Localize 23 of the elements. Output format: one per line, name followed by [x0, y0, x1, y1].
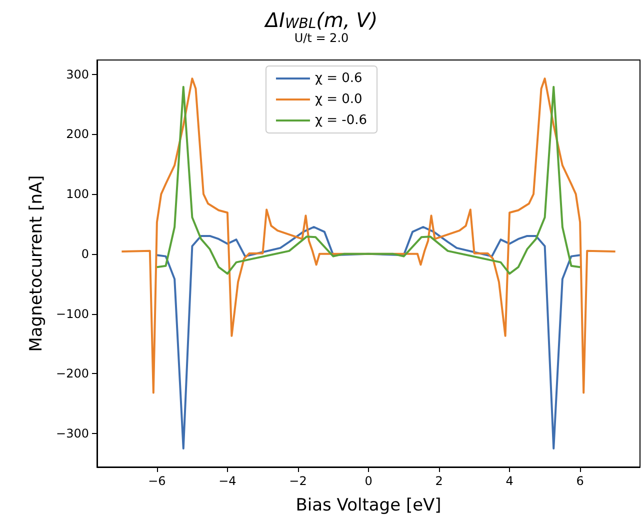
- x-tick-label: −6: [148, 474, 166, 488]
- legend-label: χ = -0.6: [314, 113, 368, 128]
- y-tick-label: −100: [56, 306, 89, 321]
- x-tick-label: 4: [506, 474, 514, 488]
- x-axis-title: Bias Voltage [eV]: [296, 496, 442, 516]
- x-tick-label: 6: [576, 474, 584, 488]
- legend-label: χ = 0.6: [314, 71, 362, 86]
- line-series: [156, 86, 582, 275]
- y-tick-label: 200: [66, 127, 89, 142]
- x-tick-label: 2: [435, 474, 443, 488]
- y-tick-label: 0: [81, 246, 89, 261]
- x-tick-label: −2: [289, 474, 307, 488]
- line-series: [156, 226, 582, 450]
- chart-title: ΔIWBL(m, V): [263, 8, 378, 32]
- y-tick-label: 100: [66, 187, 89, 202]
- y-tick-label: 300: [66, 67, 89, 82]
- y-tick-label: −300: [56, 426, 89, 440]
- x-tick-label: 0: [364, 474, 372, 488]
- x-tick-label: −4: [218, 474, 236, 488]
- y-tick-label: −200: [56, 366, 89, 381]
- legend-label: χ = 0.0: [314, 92, 362, 107]
- chart-subtitle: U/t = 2.0: [294, 31, 349, 45]
- y-axis-title: Magnetocurrent [nA]: [26, 175, 46, 352]
